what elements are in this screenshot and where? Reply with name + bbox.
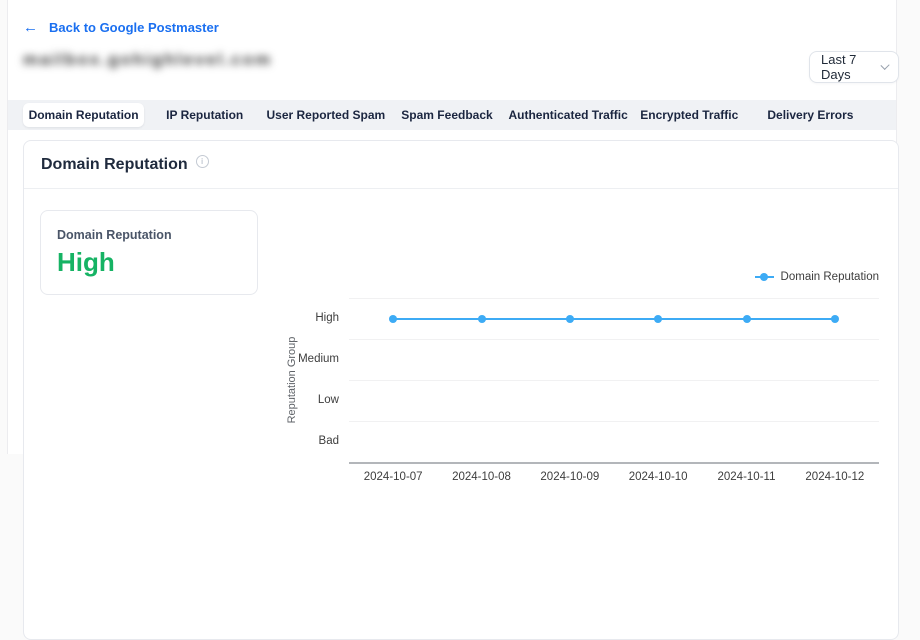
x-axis-tick-label: 2024-10-12 (805, 471, 865, 483)
tab-spam-feedback[interactable]: Spam Feedback (401, 108, 493, 122)
legend-label: Domain Reputation (780, 271, 879, 283)
back-link-label: Back to Google Postmaster (49, 20, 219, 35)
summary-card: Domain Reputation High (40, 210, 258, 295)
legend-marker-icon (754, 273, 774, 281)
x-axis-line (349, 462, 879, 464)
panel-title: Domain Reputation (41, 155, 188, 173)
date-range-dropdown[interactable]: Last 7 Days (809, 51, 899, 83)
back-link[interactable]: ← Back to Google Postmaster (23, 19, 219, 36)
summary-card-label: Domain Reputation (57, 228, 172, 242)
chart-gridline (349, 339, 879, 340)
series-line-segment (569, 317, 659, 320)
tab-user-reported-spam[interactable]: User Reported Spam (266, 108, 386, 122)
tab-bar: Domain Reputation IP Reputation User Repor… (8, 100, 896, 130)
x-axis-tick-label: 2024-10-10 (628, 471, 688, 483)
series-line-segment (658, 317, 747, 320)
data-point[interactable] (742, 314, 751, 323)
tab-domain-reputation[interactable]: Domain Reputation (23, 103, 145, 127)
x-axis-tick-label: 2024-10-09 (540, 471, 600, 483)
series-line-segment (481, 317, 570, 320)
reputation-line-chart: High Medium Low Bad Reputation Group 2024-10-… (24, 140, 900, 500)
domain-reputation-panel: Domain Reputation Domain Reputation High… (23, 140, 899, 640)
tab-authenticated-traffic[interactable]: Authenticated Traffic (508, 108, 628, 122)
chart-gridline (349, 380, 879, 381)
data-point[interactable] (477, 314, 486, 323)
panel-body: Domain Reputation High High Medium Low Bad R… (24, 189, 898, 639)
series-line-segment (393, 317, 482, 320)
x-axis-tick-label: 2024-10-11 (717, 471, 776, 483)
y-axis-title: Reputation Group (286, 336, 298, 424)
data-point[interactable] (389, 314, 398, 323)
account-domain-blurred: mailbox.gohighlevel.com (23, 50, 273, 69)
y-axis-tick-label: High (315, 311, 339, 324)
chart-gridline (349, 298, 879, 299)
main-panel: ← Back to Google Postmaster mailbox.gohi… (7, 0, 899, 640)
date-range-value: Last 7 Days (821, 52, 857, 82)
summary-card-value: High (57, 247, 115, 277)
data-point[interactable] (654, 314, 663, 323)
legend-item[interactable]: Domain Reputation (754, 271, 879, 283)
x-axis-tick-label: 2024-10-08 (452, 471, 511, 483)
panel-header: Domain Reputation (24, 141, 898, 189)
x-axis-tick-label: 2024-10-07 (363, 471, 423, 483)
data-point[interactable] (830, 314, 839, 323)
tab-delivery-errors[interactable]: Delivery Errors (767, 108, 854, 122)
chart-gridline (349, 421, 879, 422)
y-axis-tick-label: Bad (318, 434, 339, 447)
tab-ip-reputation[interactable]: IP Reputation (166, 108, 244, 122)
back-arrow-icon: ← (23, 19, 38, 36)
y-axis-tick-label: Medium (298, 352, 339, 365)
series-line-segment (746, 317, 835, 320)
tab-encrypted-traffic[interactable]: Encrypted Traffic (640, 108, 739, 122)
info-icon[interactable] (195, 155, 209, 168)
data-point[interactable] (565, 314, 574, 323)
y-axis-tick-label: Low (317, 393, 339, 406)
